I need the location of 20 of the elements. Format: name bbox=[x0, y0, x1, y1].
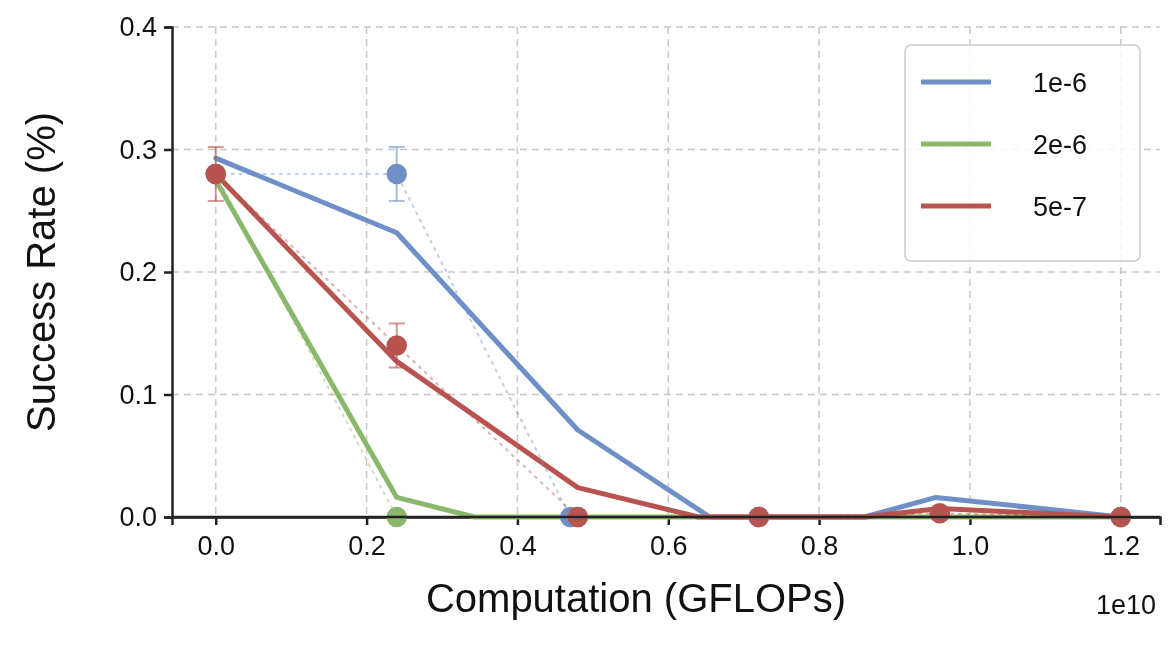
point bbox=[386, 163, 407, 185]
x-tick-label: 0.4 bbox=[499, 531, 537, 561]
text: 1e10 bbox=[1095, 590, 1156, 620]
y-tick-label: 0.2 bbox=[119, 257, 157, 288]
x-tick-label: 1.0 bbox=[951, 531, 990, 561]
x-axis-title: Computation (GFLOPs) bbox=[425, 576, 847, 620]
y-axis-title: Success Rate (%) bbox=[19, 111, 63, 433]
x-tick-label: 1.2 bbox=[1102, 531, 1141, 561]
y-tick-label: 0.4 bbox=[119, 12, 157, 43]
legend-label: 1e-6 bbox=[1033, 68, 1088, 98]
point bbox=[386, 335, 407, 356]
legend-label: 5e-7 bbox=[1033, 192, 1088, 222]
x-tick-label: 0.0 bbox=[197, 531, 236, 561]
x-tick-label: 0.8 bbox=[800, 531, 839, 561]
y-tick-label: 0.1 bbox=[119, 379, 157, 410]
legend-label: 2e-6 bbox=[1033, 130, 1088, 160]
y-tick-label: 0.3 bbox=[119, 134, 157, 165]
x-tick-label: 0.6 bbox=[649, 531, 688, 561]
y-tick-label: 0.0 bbox=[119, 502, 157, 533]
x-tick-label: 0.2 bbox=[348, 531, 386, 561]
